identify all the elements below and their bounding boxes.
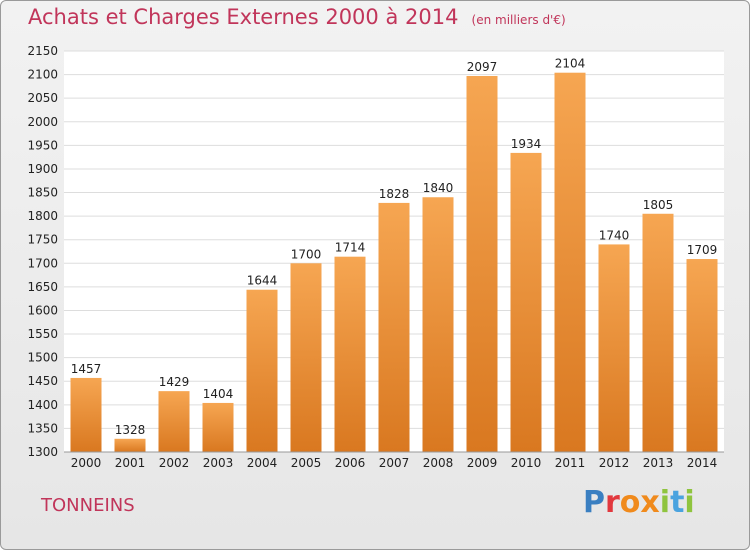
bar — [598, 244, 630, 452]
x-tick-label: 2005 — [291, 456, 322, 470]
x-tick-label: 2011 — [555, 456, 586, 470]
x-tick-label: 2007 — [379, 456, 410, 470]
data-label: 1328 — [115, 423, 146, 437]
logo-letter: o — [619, 485, 641, 520]
data-label: 2097 — [467, 60, 498, 74]
bar — [334, 256, 366, 452]
x-tick-label: 2004 — [247, 456, 278, 470]
x-tick-label: 2003 — [203, 456, 234, 470]
y-tick-label: 1700 — [27, 256, 58, 270]
y-tick-label: 1900 — [27, 162, 58, 176]
bar — [246, 289, 278, 452]
data-label: 1828 — [379, 187, 410, 201]
x-tick-label: 2012 — [599, 456, 630, 470]
bar — [642, 213, 674, 452]
x-tick-label: 2006 — [335, 456, 366, 470]
x-tick-label: 2008 — [423, 456, 454, 470]
logo-letter: r — [605, 485, 620, 520]
bars — [70, 72, 718, 453]
logo-letter: x — [640, 485, 660, 520]
x-tick-label: 2001 — [115, 456, 146, 470]
bar — [422, 197, 454, 452]
data-labels: 1457 1328 1429 1404 1644 1700 1714 1828 1840 2097… — [71, 57, 718, 437]
data-label: 1700 — [291, 247, 322, 261]
bar — [158, 391, 190, 452]
bar — [290, 263, 322, 452]
x-tick-label: 2000 — [71, 456, 102, 470]
logo-letter: i — [659, 485, 671, 520]
x-tick-label: 2014 — [687, 456, 718, 470]
bar — [202, 402, 234, 452]
data-label: 1805 — [643, 198, 674, 212]
y-axis-ticks: 1300 1350 1400 1450 1500 1550 1600 1650 1700 1750… — [27, 44, 58, 459]
chart-title: Achats et Charges Externes 2000 à 2014 — [28, 5, 459, 29]
y-tick-label: 1850 — [27, 186, 58, 200]
bar — [378, 202, 410, 452]
data-label: 1709 — [687, 243, 718, 257]
x-tick-label: 2002 — [159, 456, 190, 470]
logo-letter: t — [670, 485, 685, 520]
data-label: 1644 — [247, 274, 278, 288]
bar — [466, 76, 498, 452]
bar — [554, 72, 586, 453]
x-axis-ticks: 2000 2001 2002 2003 2004 2005 2006 2007 2008 2009… — [71, 456, 718, 470]
proxiti-logo: Proxiti — [583, 485, 695, 520]
logo-letter: i — [684, 485, 695, 520]
y-tick-label: 2000 — [27, 115, 58, 129]
y-tick-label: 1500 — [27, 351, 58, 365]
bar — [70, 377, 102, 452]
y-tick-label: 1450 — [27, 374, 58, 388]
data-label: 1429 — [159, 375, 190, 389]
x-tick-label: 2013 — [643, 456, 674, 470]
data-label: 1457 — [71, 362, 102, 376]
y-tick-label: 1350 — [27, 421, 58, 435]
commune-name: TONNEINS — [41, 495, 135, 516]
y-tick-label: 2100 — [27, 68, 58, 82]
bar — [114, 438, 146, 452]
y-tick-label: 2050 — [27, 91, 58, 105]
data-label: 1714 — [335, 241, 366, 255]
bar — [510, 152, 542, 452]
y-tick-label: 1750 — [27, 233, 58, 247]
data-label: 2104 — [555, 57, 586, 71]
chart-unit: (en milliers d'€) — [471, 13, 566, 27]
data-label: 1934 — [511, 137, 542, 151]
x-tick-label: 2010 — [511, 456, 542, 470]
y-tick-label: 2150 — [27, 44, 58, 58]
y-tick-label: 1950 — [27, 138, 58, 152]
y-tick-label: 1300 — [27, 445, 58, 459]
y-tick-label: 1650 — [27, 280, 58, 294]
y-tick-label: 1600 — [27, 303, 58, 317]
y-tick-label: 1400 — [27, 398, 58, 412]
data-label: 1740 — [599, 228, 630, 242]
title-row: Achats et Charges Externes 2000 à 2014 (… — [28, 5, 566, 29]
y-tick-label: 1800 — [27, 209, 58, 223]
x-tick-label: 2009 — [467, 456, 498, 470]
logo-letter: P — [583, 485, 605, 520]
data-label: 1840 — [423, 181, 454, 195]
bar — [686, 259, 718, 452]
data-label: 1404 — [203, 387, 234, 401]
y-tick-label: 1550 — [27, 327, 58, 341]
